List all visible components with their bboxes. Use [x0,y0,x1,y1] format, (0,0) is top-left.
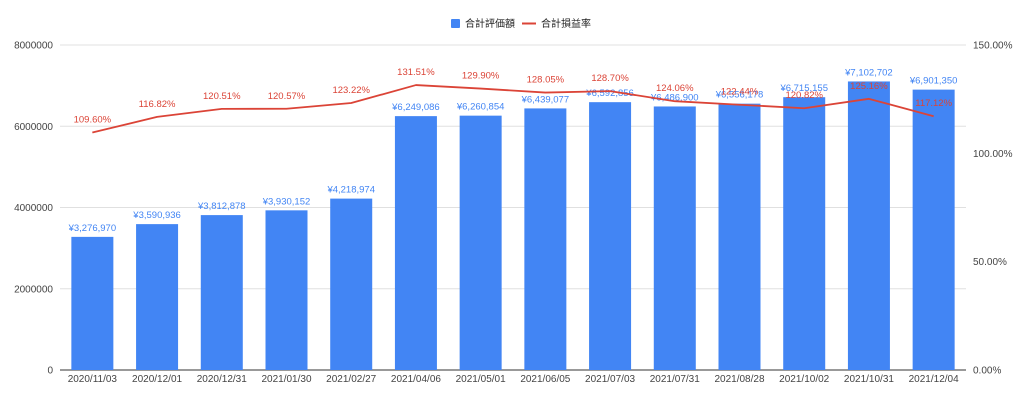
bar-data-label: ¥4,218,974 [326,185,375,196]
line-series [92,84,934,134]
legend-swatch-bar [451,19,460,28]
line-data-label: 117.12% [915,98,952,109]
x-tick-label: 2021/05/01 [456,374,506,385]
series-line [92,84,934,134]
bar [718,103,761,370]
bar [459,115,502,371]
right-tick-label: 50.00% [973,257,1007,268]
bar [783,97,826,370]
bar-data-label: ¥3,590,936 [132,210,181,221]
line-data-label: 128.05% [527,75,565,86]
bar-data-label: ¥6,592,856 [585,88,634,99]
x-tick-label: 2021/06/05 [520,374,570,385]
legend-label-line: 合計損益率 [541,17,591,30]
left-tick-label: 4000000 [14,203,53,214]
line-data-label: 120.57% [268,91,306,102]
bar [589,102,632,370]
bar-data-label: ¥3,930,152 [262,196,311,207]
legend-label-bar: 合計評価額 [465,17,515,30]
x-tick-label: 2020/12/31 [197,374,247,385]
line-data-label: 116.82% [139,99,176,110]
line-data-label: 128.70% [591,73,629,84]
bar-data-label: ¥6,439,077 [521,94,570,105]
gridlines [60,44,966,371]
bar-data-label: ¥6,249,086 [391,102,440,113]
line-data-label: 129.90% [462,71,500,82]
bar-data-label: ¥6,260,854 [456,102,505,113]
x-tick-label: 2021/08/28 [714,374,764,385]
bar-series [71,81,955,371]
line-data-label: 123.22% [332,85,370,96]
bar [847,81,890,370]
x-tick-label: 2020/12/01 [132,374,182,385]
x-tick-label: 2021/10/02 [779,374,829,385]
right-tick-label: 150.00% [973,41,1013,52]
left-tick-label: 0 [47,366,53,377]
line-data-label: 120.51% [203,91,241,102]
bar [394,116,437,370]
bar [200,215,243,370]
bar-data-label: ¥6,486,900 [650,92,699,103]
x-tick-label: 2021/04/06 [391,374,441,385]
line-data-labels: 109.60% 116.82% 120.51% 120.57% 123.22% 131.5… [74,67,953,125]
left-tick-label: 2000000 [14,284,53,295]
bar-data-label: ¥6,556,178 [715,90,764,101]
line-data-label: 120.82% [785,90,823,101]
right-tick-label: 100.00% [973,149,1013,160]
bar [912,89,955,370]
bar-data-label: ¥3,276,970 [68,223,117,234]
bar-data-labels: ¥3,276,970 ¥3,590,936 ¥3,812,878 ¥3,930,152… [68,67,958,233]
bar-data-label: ¥6,901,350 [909,76,958,87]
bar-data-label: ¥3,812,878 [197,201,246,212]
bar [265,210,308,370]
right-axis-ticks: 0.00% 50.00% 100.00% 150.00% [973,41,1013,377]
bar-data-label: ¥7,102,702 [844,67,893,78]
line-data-label: 122.44% [721,87,759,98]
x-tick-label: 2021/07/03 [585,374,635,385]
x-tick-label: 2021/01/30 [261,374,311,385]
bar [330,198,373,370]
x-tick-label: 2020/11/03 [68,374,118,385]
legend: 合計評価額 合計損益率 [451,17,591,30]
left-tick-label: 8000000 [14,41,53,52]
bar-data-label: ¥6,715,155 [779,83,828,94]
line-data-label: 125.16% [850,81,888,92]
x-tick-label: 2021/10/31 [844,374,894,385]
left-axis-ticks: 0 2000000 4000000 6000000 8000000 [14,41,53,377]
line-data-label: 131.51% [397,67,435,78]
x-tick-label: 2021/12/04 [909,374,959,385]
bar [71,236,114,370]
bar [653,106,696,370]
x-axis-ticks: 2020/11/03 2020/12/01 2020/12/31 2021/01/30… [68,374,959,385]
left-tick-label: 6000000 [14,122,53,133]
line-data-label: 109.60% [74,115,112,126]
x-tick-label: 2021/02/27 [326,374,376,385]
line-data-label: 124.06% [656,83,694,94]
bar [136,224,179,370]
bar [524,108,567,370]
right-tick-label: 0.00% [973,366,1001,377]
x-tick-label: 2021/07/31 [650,374,700,385]
